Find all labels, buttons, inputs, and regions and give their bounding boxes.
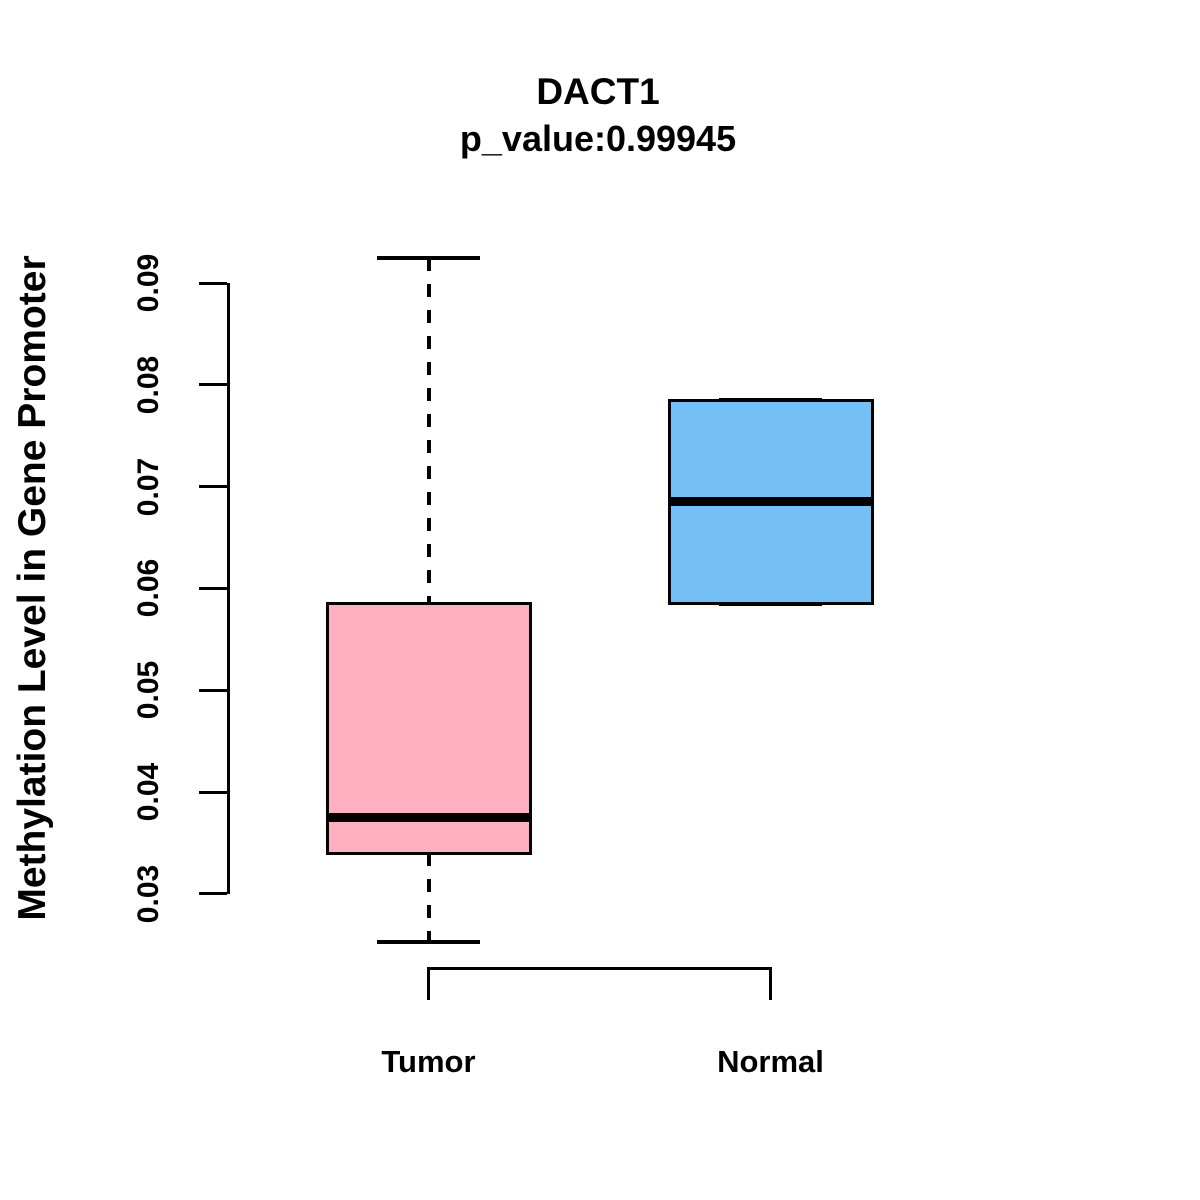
y-axis-tick: [199, 586, 227, 590]
chart-title: DACT1: [536, 71, 660, 112]
whisker-lower-tumor: [426, 853, 431, 942]
y-tick-label: 0.06: [132, 559, 165, 618]
box-tumor: [325, 602, 532, 855]
y-tick-label: 0.09: [132, 253, 165, 313]
y-axis-line: [227, 283, 230, 894]
x-axis-tick-normal: [769, 967, 772, 1000]
y-tick-label: 0.05: [132, 661, 165, 720]
median-line-normal: [667, 497, 874, 507]
y-axis-tick: [199, 383, 227, 387]
y-axis-tick: [199, 688, 227, 692]
y-axis-tick: [199, 790, 227, 794]
y-axis-tick: [199, 485, 227, 489]
x-category-label-normal: Normal: [717, 1044, 824, 1079]
y-tick-label: 0.04: [132, 762, 165, 822]
y-tick-label: 0.03: [132, 864, 165, 923]
median-line-tumor: [325, 812, 532, 822]
y-axis-tick: [199, 281, 227, 285]
chart-subtitle-pvalue: p_value:0.99945: [459, 118, 737, 159]
x-axis-line: [428, 967, 771, 970]
y-tick-label: 0.07: [132, 457, 165, 516]
x-axis-tick-tumor: [427, 967, 430, 1000]
whisker-upper-tumor: [426, 257, 431, 604]
x-category-label-tumor: Tumor: [381, 1044, 476, 1079]
y-tick-label: 0.08: [132, 355, 165, 414]
whisker-cap-upper-tumor: [377, 255, 480, 260]
y-axis-tick: [199, 892, 227, 896]
whisker-cap-lower-tumor: [377, 939, 480, 944]
title-block: DACT1 p_value:0.99945: [229, 68, 967, 162]
